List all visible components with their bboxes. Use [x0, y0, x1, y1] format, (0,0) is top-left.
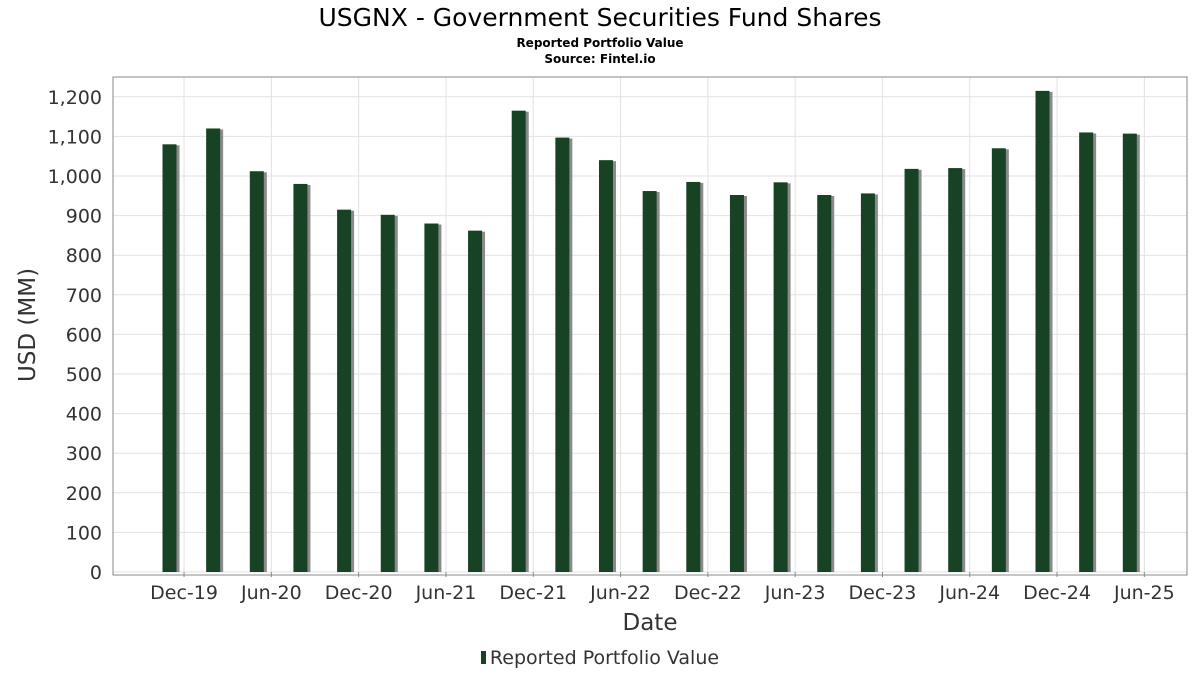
bar [904, 168, 919, 572]
y-tick-label: 1,100 [48, 126, 102, 148]
y-tick-label: 200 [66, 483, 102, 505]
y-tick-label: 500 [66, 364, 102, 386]
x-tick-label: Dec-22 [674, 582, 742, 604]
bar [817, 195, 832, 572]
bar [1035, 90, 1050, 573]
chart-title: USGNX - Government Securities Fund Share… [318, 3, 882, 32]
chart-subtitle: Reported Portfolio Value [516, 36, 684, 50]
bar [948, 168, 963, 572]
plot-frame [112, 76, 1188, 576]
x-axis-title: Date [623, 610, 678, 636]
y-axis-title: USD (MM) [15, 268, 41, 382]
bar [511, 110, 526, 572]
x-tick-label: Jun-21 [415, 582, 477, 604]
y-tick-label: 700 [66, 285, 102, 307]
y-tick-label: 800 [66, 245, 102, 267]
x-tick-label: Dec-23 [849, 582, 917, 604]
legend-swatch [480, 651, 486, 664]
y-tick-label: 900 [66, 206, 102, 228]
bars [162, 90, 1140, 573]
bar [162, 144, 177, 572]
y-tick-label: 1,000 [48, 166, 102, 188]
bar [642, 191, 657, 572]
y-tick-label: 300 [66, 443, 102, 465]
legend-label: Reported Portfolio Value [489, 647, 720, 669]
x-tick-labels: Dec-19 Jun-20 Dec-20 Jun-21 Dec-21 Jun-22 Dec-… [150, 582, 1175, 604]
x-tick-label: Dec-24 [1023, 582, 1091, 604]
bar [729, 195, 744, 572]
x-tick-label: Jun-24 [938, 582, 1000, 604]
bar [1122, 133, 1137, 573]
y-tick-label: 100 [66, 522, 102, 544]
x-tick-label: Dec-20 [325, 582, 393, 604]
y-tick-label: 1,200 [48, 87, 102, 109]
bar [337, 209, 352, 572]
x-tick-label: Dec-19 [150, 582, 218, 604]
x-tick-label: Jun-23 [764, 582, 826, 604]
bar [686, 181, 701, 572]
x-tick-label: Jun-25 [1113, 582, 1175, 604]
bar [860, 193, 875, 572]
bar [293, 183, 308, 573]
chart-source: Source: Fintel.io [544, 52, 656, 66]
bar [773, 182, 788, 572]
bar [1079, 132, 1094, 572]
y-tick-label: 400 [66, 404, 102, 426]
bar [249, 171, 264, 573]
x-tick-label: Jun-22 [589, 582, 651, 604]
x-tick-label: Jun-20 [240, 582, 302, 604]
bar [468, 230, 483, 572]
bar [206, 128, 221, 573]
y-tick-label: 0 [90, 562, 102, 584]
bar [555, 137, 570, 572]
y-tick-labels: 0 100 200 300 400 500 600 700 800 900 1,000 1,100 1,… [48, 87, 102, 584]
bar [991, 148, 1006, 572]
bar [599, 160, 613, 572]
legend: Reported Portfolio Value [0, 647, 1200, 669]
x-tick-label: Dec-21 [499, 582, 567, 604]
bar [380, 214, 395, 573]
bar [424, 223, 439, 572]
y-tick-label: 600 [66, 324, 102, 346]
